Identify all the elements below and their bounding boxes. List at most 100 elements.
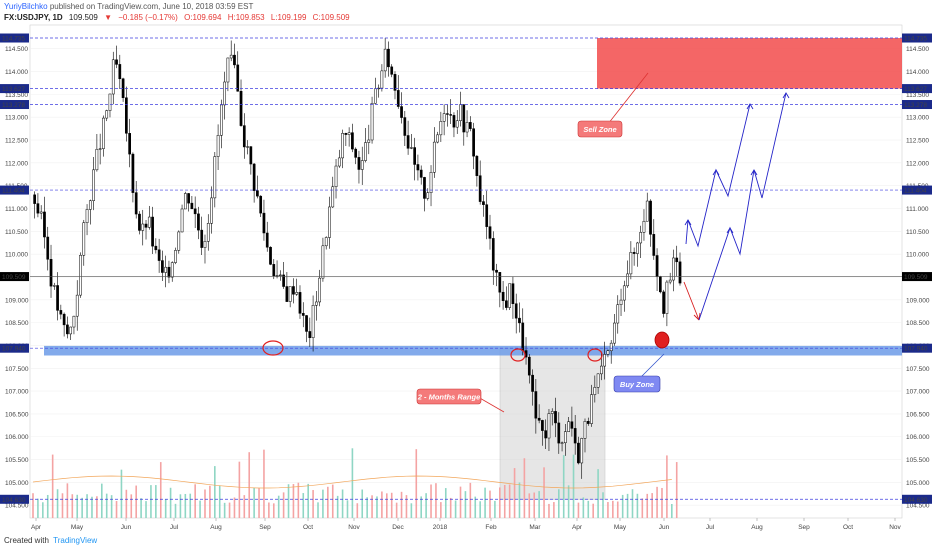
candle-body [616, 304, 620, 324]
tradingview-logo[interactable]: TradingView [53, 536, 98, 545]
candle-body [665, 281, 669, 314]
volume-bar [523, 458, 526, 518]
candle-body [675, 257, 679, 263]
candle-body [298, 292, 302, 314]
candle-body [52, 285, 56, 287]
y-tick-label-right: 104.500 [906, 503, 930, 510]
x-tick-label: Apr [31, 524, 42, 531]
candle-body [622, 285, 626, 301]
volume-bar [356, 503, 359, 518]
volume-bar [626, 493, 629, 518]
candle-body [285, 286, 289, 302]
volume-bar [666, 455, 668, 518]
volume-bar [435, 483, 437, 518]
volume-bar [120, 469, 123, 518]
volume-bar [671, 503, 673, 518]
sell-zone-label: Sell Zone [583, 125, 616, 134]
volume-bar [115, 501, 118, 518]
y-tick-label-right: 108.500 [906, 320, 930, 327]
candle-body [334, 165, 338, 188]
candle-body [292, 286, 295, 295]
level-tag-right [902, 84, 932, 94]
candle-body [46, 236, 50, 260]
volume-bar [46, 494, 49, 518]
volume-bar [651, 493, 653, 518]
buy-zone-label-box [613, 375, 661, 393]
x-tick-label: Jul [706, 524, 715, 531]
candle-body [426, 192, 430, 199]
candle-body [33, 194, 36, 204]
candle-body [593, 387, 597, 395]
volume-bar [553, 502, 555, 518]
candle-body [521, 322, 525, 351]
volume-bar [577, 502, 580, 518]
candle-body [233, 54, 236, 66]
volume-bar [331, 484, 334, 518]
candle-body [311, 305, 315, 338]
candle-body [619, 299, 623, 305]
y-tick-label-left: 105.000 [5, 480, 29, 487]
candle-body [282, 274, 285, 287]
volume-bar [209, 485, 211, 518]
candle-body [472, 128, 475, 157]
volume-bar [223, 502, 226, 518]
volume-bar [32, 493, 34, 518]
volume-bar [277, 495, 280, 518]
candle-body [190, 202, 194, 210]
volume-bar [621, 494, 624, 518]
candle-body [364, 142, 367, 161]
level-tag-left-label: 111.404 [2, 188, 25, 195]
candle-body [187, 193, 190, 204]
range-pointer [477, 396, 505, 413]
candle-body [161, 260, 164, 273]
candle-body [544, 430, 548, 439]
open-value: O:109.694 [184, 13, 222, 22]
volume-bar [430, 484, 432, 518]
candle-body [236, 64, 240, 92]
volume-bar [76, 494, 79, 518]
volume-bar [587, 500, 590, 518]
candle-body [102, 117, 105, 149]
volume-bar [96, 496, 98, 518]
projection-path-upper [685, 103, 751, 248]
volume-bar [184, 493, 187, 518]
candle-body [446, 113, 449, 115]
volume-bar [42, 502, 44, 518]
y-tick-label-left: 113.000 [5, 115, 28, 122]
volume-bar [464, 491, 467, 518]
y-tick-label-right: 107.000 [906, 389, 930, 396]
candle-body [609, 342, 613, 351]
candle-body [527, 356, 531, 376]
candle-body [206, 223, 210, 242]
candle-body [449, 114, 453, 116]
x-tick-label: Aug [751, 524, 763, 531]
candle-body [223, 81, 226, 106]
y-tick-label-right: 114.000 [906, 69, 929, 76]
volume-bar [105, 493, 108, 518]
candle-body [400, 106, 403, 118]
candle-body [331, 186, 335, 208]
volume-bar [159, 462, 162, 518]
candle-body [354, 148, 358, 158]
candle-body [259, 195, 263, 214]
candle-body [88, 200, 92, 210]
price-tag-left [0, 272, 29, 282]
volume-bar [307, 483, 309, 518]
candle-body [49, 259, 53, 287]
y-tick-label-left: 111.000 [5, 206, 28, 213]
candle-body [180, 208, 184, 233]
volume-bar [189, 493, 192, 518]
candle-body [170, 262, 174, 278]
candle-body [278, 274, 282, 276]
author-link[interactable]: YuriyBilchko [4, 2, 48, 11]
candle-body [249, 146, 253, 165]
candle-body [423, 177, 426, 199]
candle-body [632, 252, 636, 254]
volume-ma [32, 475, 672, 489]
volume-bar [341, 489, 344, 518]
volume-bar [597, 469, 599, 518]
publish-info: YuriyBilchko published on TradingView.co… [4, 2, 253, 11]
projection-arrow-head [712, 169, 720, 176]
volume-bar [415, 449, 418, 518]
